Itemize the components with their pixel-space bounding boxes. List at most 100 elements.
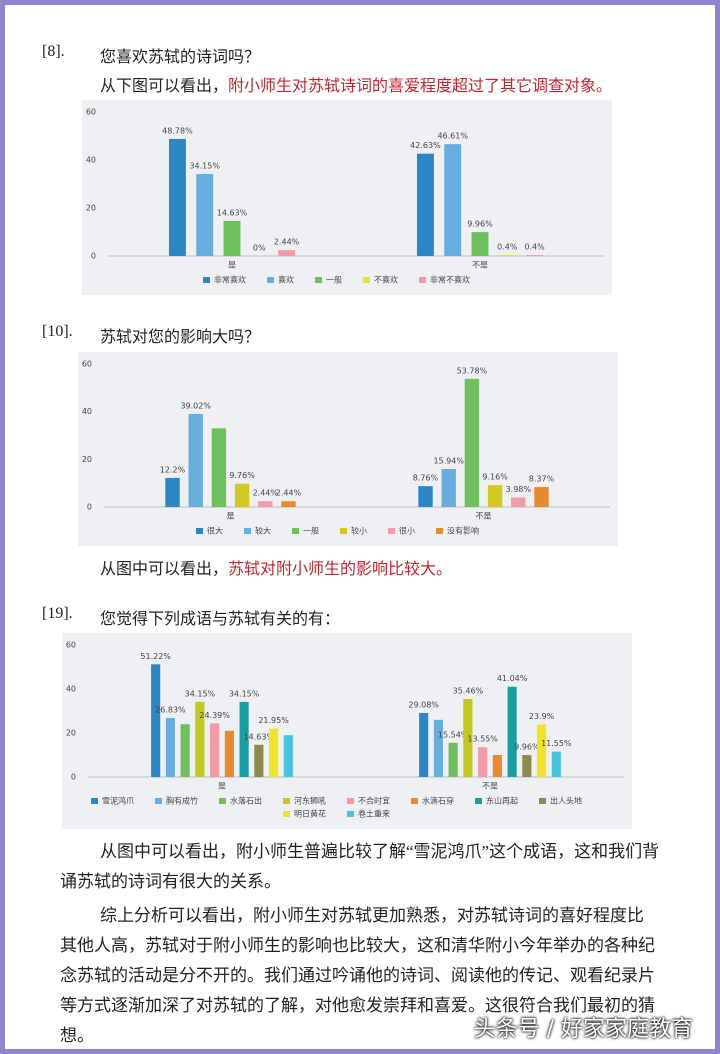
value-label: 21.95% [258, 716, 289, 725]
section-number: [10]. [42, 323, 73, 340]
value-label: 9.96% [514, 743, 540, 752]
legend-label: 不合时宜 [358, 796, 390, 806]
value-label: 39.02% [180, 402, 211, 411]
legend-swatch [347, 811, 354, 817]
bar [283, 735, 293, 777]
value-label: 34.15% [229, 689, 260, 698]
value-label: 2.44% [253, 489, 279, 498]
bar [487, 485, 503, 507]
legend-swatch [203, 277, 210, 283]
legend-swatch [91, 798, 98, 804]
legend-label: 很小 [399, 527, 415, 536]
legend-swatch [475, 798, 482, 804]
legend-label: 明日黄花 [294, 809, 326, 819]
y-tick-label: 40 [86, 156, 96, 165]
y-tick-label: 60 [82, 360, 92, 369]
question: 苏轼对您的影响大吗？ [100, 329, 261, 346]
bar [168, 138, 186, 256]
value-label: 34.15% [185, 689, 216, 698]
value-label: 0.4% [497, 243, 518, 252]
legend-label: 没有影响 [447, 526, 479, 536]
value-label: 51.22% [140, 652, 171, 661]
section-number: [19]. [42, 605, 73, 622]
value-label: 42.63% [410, 141, 441, 150]
bar [196, 174, 214, 256]
y-tick-label: 20 [86, 204, 96, 213]
value-label: 26.83% [155, 705, 186, 714]
legend-swatch [283, 811, 290, 817]
bar [188, 414, 203, 507]
section-number: [8]. [42, 43, 65, 60]
value-label: 0% [253, 244, 266, 253]
value-label: 8.76% [413, 474, 439, 483]
paragraph: 从图中可以看出，附小师生普遍比较了解“雪泥鸿爪”这个成语，这和我们背诵苏轼的诗词… [60, 842, 660, 891]
legend-label: 一般 [326, 275, 342, 285]
value-label: 2.44% [274, 238, 300, 247]
bar [223, 220, 241, 256]
x-tick-label: 不是 [476, 512, 492, 521]
value-label: 46.61% [437, 132, 468, 141]
legend-label: 较大 [255, 526, 271, 536]
legend-label: 非常不喜欢 [430, 275, 470, 285]
legend-swatch [267, 277, 274, 283]
legend-swatch [340, 528, 347, 534]
bar [258, 501, 273, 507]
note-highlight: 苏轼对附小师生的影响比较大。 [228, 561, 453, 578]
value-label: 41.04% [497, 674, 528, 683]
bar [463, 698, 473, 777]
chart: 0 20 40 60 是 51.22% 26.83% 34.15% 24.39% 34.15% 14… [62, 633, 632, 829]
bar [210, 723, 220, 777]
bar [224, 730, 234, 777]
bar [180, 724, 190, 777]
note-lead: 从下图可以看出， [100, 78, 229, 95]
legend-label: 卷土重来 [358, 809, 390, 819]
y-tick-label: 0 [91, 252, 96, 261]
bar [492, 755, 502, 777]
value-label: 14.63% [217, 208, 248, 217]
bar [471, 232, 489, 256]
legend-label: 东山再起 [486, 796, 518, 806]
x-tick-label: 不是 [482, 782, 498, 791]
legend-label: 出人头地 [550, 796, 582, 806]
legend-swatch [196, 528, 203, 534]
note-lead: 从图中可以看出， [100, 561, 229, 578]
question: 您喜欢苏轼的诗词吗？ [100, 49, 261, 66]
legend-label: 雪泥鸿爪 [102, 796, 134, 806]
legend-swatch [315, 277, 322, 283]
bar [278, 250, 296, 256]
x-tick-label: 是 [227, 512, 235, 521]
legend-swatch [436, 528, 443, 534]
legend-label: 很大 [207, 526, 223, 536]
value-label: 2.44% [276, 489, 302, 498]
bar [281, 501, 296, 507]
value-label: 12.2% [160, 465, 186, 474]
legend-label: 非常喜欢 [214, 275, 246, 285]
note: 从图中可以看出，苏轼对附小师生的影响比较大。 [100, 555, 452, 579]
y-tick-label: 60 [66, 641, 76, 650]
value-label: 15.94% [433, 457, 464, 466]
bar [534, 487, 549, 507]
y-tick-label: 20 [66, 729, 76, 738]
value-label: 9.96% [467, 220, 493, 229]
legend-swatch [155, 798, 162, 804]
legend-label: 河东狮吼 [294, 796, 326, 806]
value-label: 3.98% [506, 485, 532, 494]
legend-swatch [419, 277, 426, 283]
chart: 0 20 40 60 是 12.2% 39.02% 9.76% 2.44%2.44% 不是 8.76… [78, 352, 618, 546]
legend-label: 喜欢 [278, 275, 294, 285]
paragraph: 综上分析可以看出，附小师生对苏轼更加熟悉，对苏轼诗词的喜好程度比其他人高，苏轼对… [60, 906, 655, 1045]
x-tick-label: 不是 [472, 261, 488, 270]
value-label: 24.39% [199, 711, 230, 720]
bar [269, 728, 279, 777]
bar [511, 497, 526, 507]
question: 您觉得下列成语与苏轼有关的有： [100, 611, 341, 628]
legend-swatch [292, 528, 299, 534]
legend-label: 水滴石穿 [422, 796, 454, 806]
x-tick-label: 是 [228, 261, 236, 270]
legend-label: 水落石出 [230, 796, 262, 806]
value-label: 34.15% [189, 162, 220, 171]
value-label: 23.9% [529, 712, 555, 721]
legend-swatch [283, 798, 290, 804]
value-label: 11.55% [541, 739, 572, 748]
